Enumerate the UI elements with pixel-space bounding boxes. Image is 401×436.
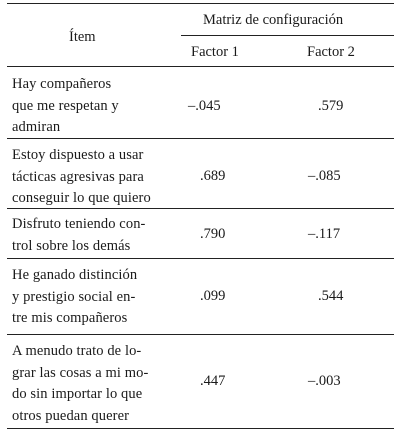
factor1-value: .447 (200, 373, 226, 389)
item-text-line: tácticas agresivas para (12, 168, 144, 185)
row-separator (7, 334, 394, 335)
factor2-value: .579 (318, 98, 344, 114)
item-text-line: do sin importar lo que (12, 386, 143, 402)
factor2-value: –.085 (308, 168, 341, 184)
factor2-column-header: Factor 2 (307, 44, 355, 60)
factor2-value: –.117 (308, 226, 341, 242)
item-text-line: conseguir lo que quiero (12, 190, 151, 206)
table-row-item: Estoy dispuesto a usar tácticas agresiva… (12, 145, 180, 210)
matrix-group-header: Matriz de configuración (203, 12, 344, 28)
factor2-value: –.003 (308, 373, 341, 389)
item-column-header: Ítem (69, 29, 96, 45)
item-text-line: He ganado distinción (12, 267, 138, 283)
row-separator (7, 138, 394, 139)
item-text-line: admiran (12, 119, 61, 135)
factor1-value: .790 (200, 226, 226, 242)
item-text-line: Disfruto teniendo con- (12, 216, 146, 232)
table-row-item: He ganado distinción y prestigio social … (12, 265, 180, 330)
header-bottom-rule (7, 66, 394, 67)
factor2-value: .544 (318, 288, 344, 304)
factor1-column-header: Factor 1 (191, 44, 239, 60)
row-separator (7, 208, 394, 209)
item-text-line: Hay compañeros (12, 76, 112, 92)
top-rule (7, 3, 394, 5)
table-row-item: A menudo trato de lo- grar las cosas a m… (12, 341, 180, 427)
item-text-line: grar las cosas a mi mo- (12, 364, 149, 381)
item-text-line: y prestigio social en- (12, 288, 136, 305)
factor1-value: .099 (200, 288, 226, 304)
table-row-item: Disfruto teniendo con- trol sobre los de… (12, 214, 180, 257)
item-text-line: trol sobre los demás (12, 237, 131, 254)
group-underline (181, 35, 394, 36)
table-row-item: Hay compañeros que me respetan y admiran (12, 74, 180, 139)
bottom-rule (7, 428, 394, 430)
factor1-value: –.045 (188, 98, 221, 114)
factor1-value: .689 (200, 168, 226, 184)
item-text-line: que me respetan y (12, 97, 119, 114)
item-text-line: tre mis compañeros (12, 310, 128, 326)
item-text-line: A menudo trato de lo- (12, 343, 142, 359)
row-separator (7, 258, 394, 259)
item-text-line: otros puedan querer (12, 407, 130, 424)
item-text-line: Estoy dispuesto a usar (12, 147, 144, 163)
